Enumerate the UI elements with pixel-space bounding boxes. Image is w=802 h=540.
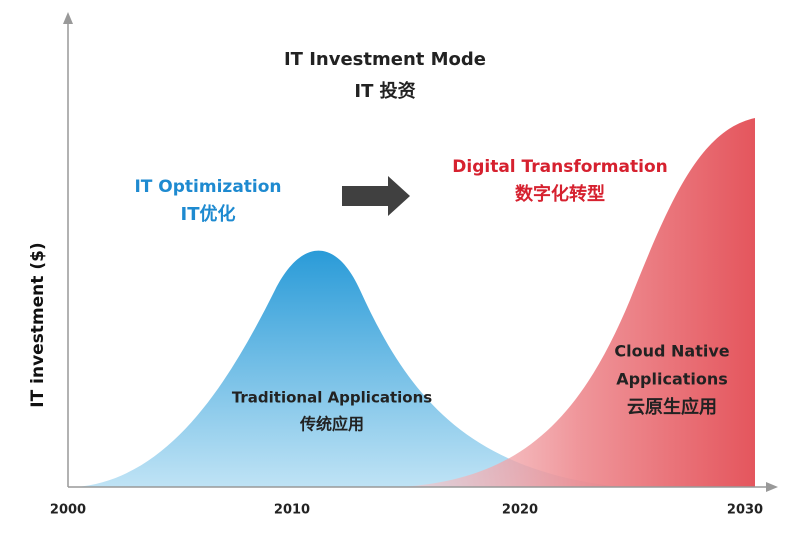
y-axis-label: IT investment ($): [28, 242, 48, 407]
y-axis-arrow: [63, 12, 73, 24]
transition-arrow: [342, 176, 410, 216]
phase-title: Digital Transformation: [452, 157, 667, 177]
curve-label: Cloud Native: [614, 342, 729, 361]
phase-title: IT Optimization: [134, 177, 281, 197]
title: IT Investment Mode: [284, 49, 486, 70]
curve-label: Traditional Applications: [232, 389, 432, 407]
x-tick-label: 2020: [502, 503, 538, 518]
x-tick-label: 2000: [50, 503, 86, 518]
x-axis-arrow: [766, 482, 778, 492]
title-zh: IT 投资: [354, 80, 415, 102]
curve-label: 云原生应用: [627, 396, 717, 418]
curve-label: Applications: [616, 370, 728, 389]
x-tick-label: 2030: [727, 503, 763, 518]
curve-label: 传统应用: [299, 415, 364, 434]
traditional-curve: [75, 250, 620, 487]
phase-subtitle: IT优化: [181, 203, 236, 225]
phase-subtitle: 数字化转型: [515, 183, 605, 205]
x-tick-label: 2010: [274, 503, 310, 518]
cloud-native-curve: [400, 118, 755, 487]
